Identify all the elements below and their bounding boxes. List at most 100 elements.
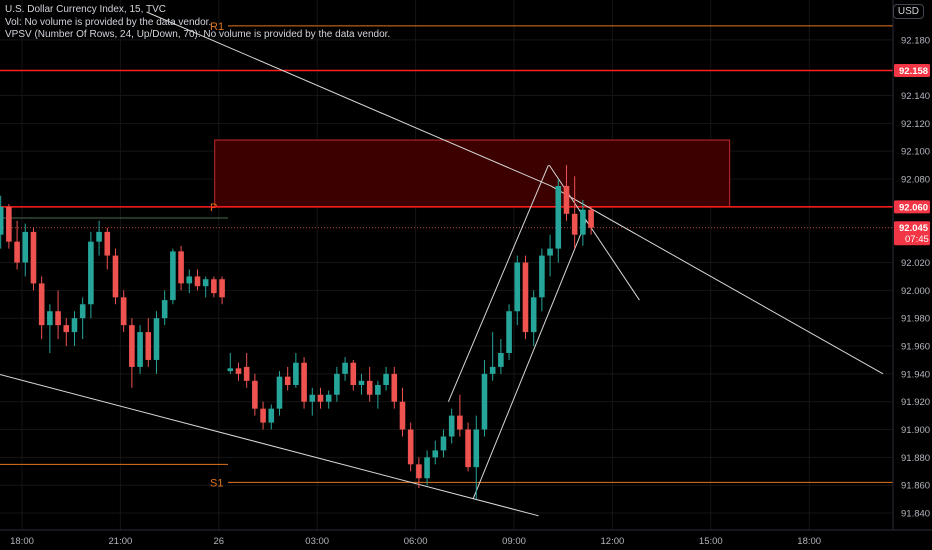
candle (317, 387, 324, 409)
candle (309, 387, 316, 416)
candle-body (432, 450, 439, 458)
candle (170, 248, 176, 305)
candle-body (88, 241, 94, 305)
time-axis[interactable]: 18:00 21:00 26 03:00 06:00 09:00 12:00 15:00 18:… (0, 529, 932, 550)
trendline[interactable] (146, 11, 552, 187)
time-tick-label: 18:00 (797, 536, 821, 547)
candle (6, 204, 12, 249)
candle (489, 332, 496, 381)
candle (391, 366, 398, 409)
price-tick-label: 91.960 (901, 342, 930, 353)
candle (498, 339, 504, 374)
candle (63, 318, 70, 347)
resistance-zone[interactable] (214, 139, 731, 208)
candle-body (481, 373, 488, 430)
time-tick-label: 09:00 (502, 536, 526, 547)
candle-body (424, 457, 430, 479)
candle (571, 176, 578, 249)
candle (112, 248, 119, 305)
candle-body (243, 366, 250, 381)
candle (514, 255, 521, 326)
price-label-background (894, 63, 930, 77)
candle (407, 422, 414, 472)
candle (506, 304, 512, 360)
price-axis[interactable]: 92.180 92.140 92.120 92.100 92.080 92.020 92.0… (892, 0, 932, 550)
candle-body (96, 231, 102, 242)
candle-body (522, 262, 529, 333)
candle (481, 359, 488, 437)
candle (145, 318, 152, 367)
price-axis-background (893, 0, 932, 550)
candle (55, 290, 61, 340)
candle (0, 195, 4, 249)
candle (399, 387, 406, 437)
candle-body (489, 366, 496, 374)
candle-body (473, 429, 480, 468)
time-axis-background (0, 530, 932, 550)
candle (301, 357, 307, 409)
candle (424, 450, 430, 486)
candle (580, 199, 586, 246)
price-tick-label: 91.980 (901, 314, 930, 325)
candle (555, 179, 562, 263)
candle-body (79, 304, 86, 319)
candle-body (375, 384, 381, 395)
candle-body (457, 415, 463, 430)
candle (539, 248, 545, 312)
candle (178, 245, 184, 291)
trendline[interactable] (550, 185, 884, 375)
candle (383, 366, 389, 391)
candle-body (325, 394, 332, 402)
vpsv-indicator[interactable]: VPSV (Number Of Rows, 24, Up/Down, 70): … (5, 29, 391, 40)
candle (194, 269, 201, 291)
price-label-value: 92.060 (899, 202, 928, 213)
candle-body (161, 300, 168, 319)
candle-body (219, 279, 225, 298)
trendline[interactable] (0, 374, 539, 517)
candle-body (38, 283, 45, 326)
candle (588, 206, 594, 235)
candle (457, 394, 463, 437)
candle-body (465, 429, 471, 468)
candle (161, 290, 168, 326)
candle-body (366, 380, 373, 395)
candle (186, 269, 193, 294)
price-label: 92.060 (894, 200, 930, 214)
candle-body (571, 213, 578, 235)
candle (334, 366, 340, 402)
pivot-label-r1: R1 (210, 21, 224, 33)
candle-body (47, 311, 53, 326)
candle-body (342, 362, 348, 374)
price-tick-label: 92.140 (901, 91, 930, 102)
candle-body (391, 373, 398, 402)
candle-body (55, 311, 61, 326)
time-tick-label: 12:00 (601, 536, 625, 547)
candle-body (383, 373, 389, 385)
candle (440, 429, 447, 458)
candle-body (309, 394, 316, 402)
candle (268, 404, 275, 430)
price-tick-label: 92.000 (901, 286, 930, 297)
horizontal-red-lines[interactable] (0, 69, 893, 229)
bar-countdown: 07:45 (905, 234, 929, 245)
candle (202, 276, 209, 298)
price-tick-label: 92.120 (901, 119, 930, 130)
volume-indicator[interactable]: Vol: No volume is provided by the data v… (5, 16, 212, 28)
candle-body (407, 429, 414, 465)
candle (358, 373, 365, 395)
candle (465, 422, 471, 472)
trendlines[interactable] (0, 11, 884, 517)
trendline[interactable] (472, 220, 587, 500)
trendline[interactable] (447, 164, 549, 402)
candle-body (186, 276, 193, 284)
candle-body (539, 255, 545, 298)
candle (260, 401, 266, 430)
candle (129, 318, 135, 388)
candle-body (194, 276, 201, 287)
currency-button[interactable]: USD (892, 4, 924, 19)
price-tick-label: 91.840 (901, 509, 930, 520)
symbol-title[interactable]: U.S. Dollar Currency Index, 15, TVC (5, 4, 166, 15)
